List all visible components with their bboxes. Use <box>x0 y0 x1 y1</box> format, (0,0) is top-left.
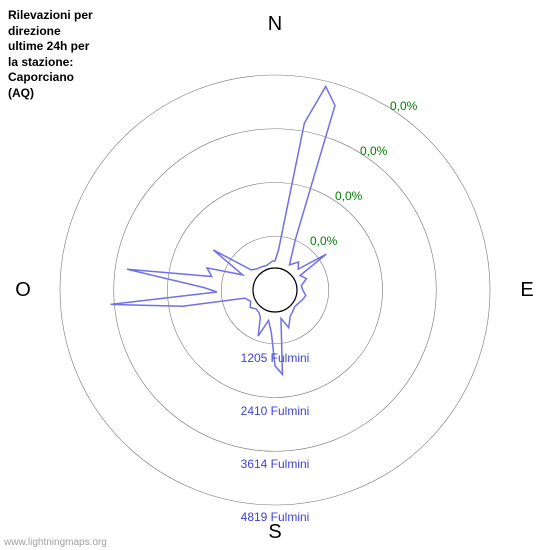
cardinal-s: S <box>268 521 281 543</box>
svg-text:0,0%: 0,0% <box>335 189 363 203</box>
svg-text:0,0%: 0,0% <box>310 234 338 248</box>
polar-chart: 0,0% 0,0% 0,0% 0,0% 1205 Fulmini 2410 Fulmin… <box>0 0 550 550</box>
svg-text:3614 Fulmini: 3614 Fulmini <box>241 457 310 471</box>
svg-text:0,0%: 0,0% <box>390 99 418 113</box>
rose-polygon <box>111 87 335 375</box>
center-circle <box>253 268 297 312</box>
svg-text:0,0%: 0,0% <box>360 144 388 158</box>
percent-labels: 0,0% 0,0% 0,0% 0,0% <box>310 99 418 248</box>
svg-text:1205 Fulmini: 1205 Fulmini <box>241 351 310 365</box>
cardinal-n: N <box>268 13 282 35</box>
value-labels: 1205 Fulmini2410 Fulmini3614 Fulmini4819… <box>241 351 310 524</box>
cardinal-w: O <box>15 279 31 301</box>
footer-credit: www.lightningmaps.org <box>4 537 107 548</box>
svg-text:2410 Fulmini: 2410 Fulmini <box>241 404 310 418</box>
cardinal-e: E <box>520 279 533 301</box>
